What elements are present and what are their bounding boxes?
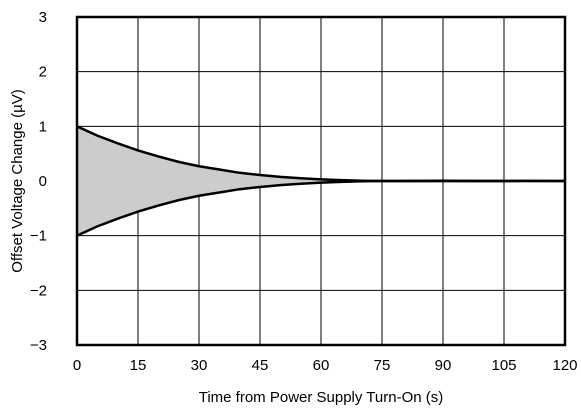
- y-axis-label: Offset Voltage Change (µV): [9, 89, 26, 272]
- x-tick-label: 15: [130, 357, 147, 374]
- x-tick-label: 0: [73, 357, 81, 374]
- x-tick-label: 60: [313, 357, 330, 374]
- y-tick-label: −3: [30, 337, 47, 354]
- y-tick-label: 1: [39, 118, 47, 135]
- x-tick-label: 90: [435, 357, 452, 374]
- x-tick-label: 120: [552, 357, 577, 374]
- x-tick-label: 105: [491, 357, 516, 374]
- x-tick-labels: 0 15 30 45 60 75 90 105 120: [73, 357, 578, 374]
- x-tick-label: 75: [374, 357, 391, 374]
- y-tick-labels: 3 2 1 0 −1 −2 −3: [30, 9, 47, 354]
- plot-frame: [75, 15, 567, 347]
- x-tick-label: 45: [252, 357, 269, 374]
- uncertainty-band: [77, 126, 565, 236]
- y-tick-label: −1: [30, 228, 47, 245]
- y-tick-label: 2: [39, 64, 47, 81]
- x-tick-label: 30: [191, 357, 208, 374]
- y-tick-label: −2: [30, 282, 47, 299]
- y-tick-label: 3: [39, 9, 47, 26]
- x-axis-label: Time from Power Supply Turn-On (s): [199, 389, 444, 406]
- y-tick-label: 0: [39, 173, 47, 190]
- lower-bound-curve: [76, 179, 566, 237]
